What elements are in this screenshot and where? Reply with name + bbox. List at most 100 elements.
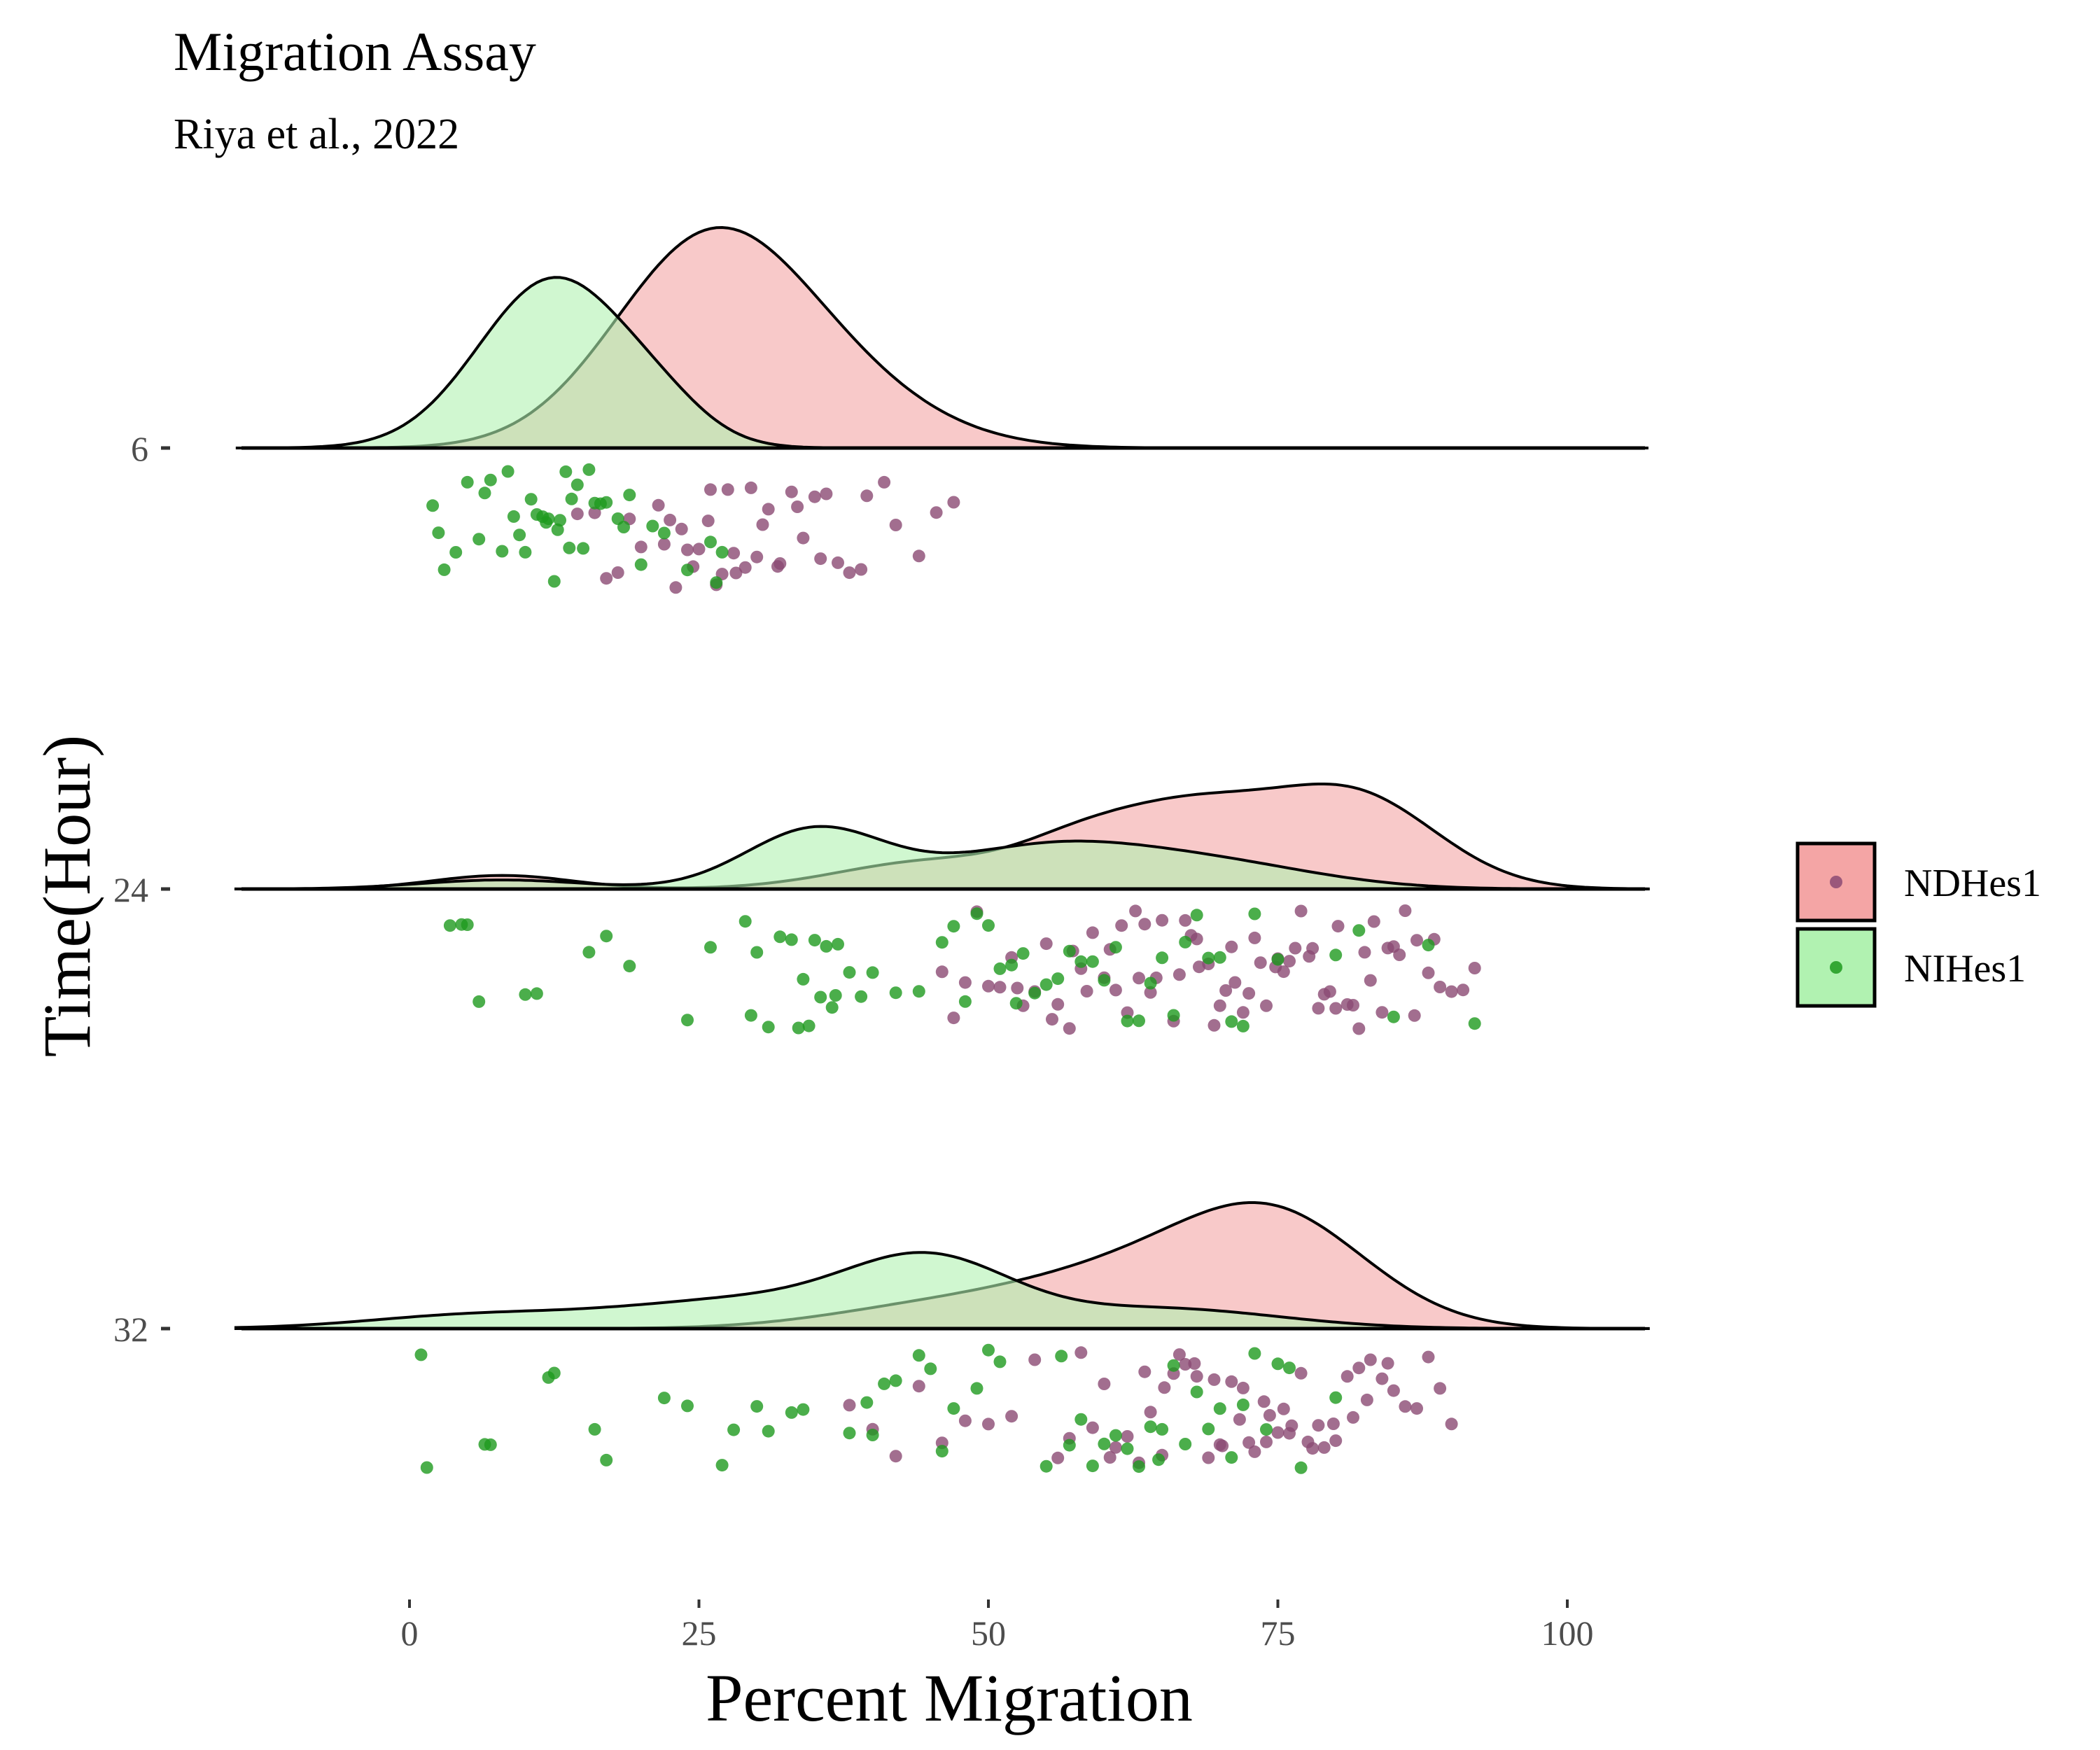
point-NIHes1-6 bbox=[496, 545, 509, 558]
point-NIHes1-32 bbox=[1074, 1413, 1088, 1426]
point-NIHes1-24 bbox=[1133, 1014, 1145, 1028]
point-NIHes1-24 bbox=[802, 1019, 816, 1032]
point-NIHes1-24 bbox=[1086, 955, 1099, 968]
point-NDHes1-6 bbox=[889, 519, 902, 531]
point-NDHes1-24 bbox=[1193, 960, 1205, 974]
point-NIHes1-24 bbox=[843, 966, 856, 979]
point-NDHes1-24 bbox=[1260, 999, 1273, 1012]
point-NDHes1-6 bbox=[738, 561, 752, 574]
point-NIHes1-24 bbox=[829, 989, 842, 1002]
point-NIHes1-32 bbox=[1152, 1453, 1166, 1466]
point-NIHes1-24 bbox=[808, 934, 821, 947]
point-NDHes1-24 bbox=[1434, 981, 1447, 993]
point-NIHes1-32 bbox=[924, 1362, 937, 1376]
point-NDHes1-24 bbox=[1109, 983, 1122, 997]
x-axis-label: Percent Migration bbox=[706, 1660, 1193, 1735]
point-NIHes1-24 bbox=[1387, 1010, 1400, 1023]
point-NDHes1-32 bbox=[1086, 1421, 1099, 1434]
point-NIHes1-6 bbox=[484, 473, 497, 486]
point-NDHes1-24 bbox=[1445, 985, 1458, 998]
point-NIHes1-24 bbox=[1213, 951, 1226, 964]
point-NIHes1-24 bbox=[582, 946, 596, 959]
point-NIHes1-24 bbox=[797, 972, 810, 986]
point-NDHes1-32 bbox=[1233, 1413, 1246, 1426]
point-NDHes1-6 bbox=[701, 514, 715, 528]
point-NDHes1-32 bbox=[1242, 1436, 1256, 1449]
point-NDHes1-24 bbox=[1358, 946, 1371, 959]
point-NIHes1-24 bbox=[820, 939, 833, 953]
point-NDHes1-32 bbox=[1285, 1419, 1298, 1432]
point-NDHes1-32 bbox=[1109, 1441, 1122, 1454]
point-NDHes1-6 bbox=[750, 550, 764, 564]
point-NIHes1-6 bbox=[582, 463, 596, 476]
point-NDHes1-6 bbox=[930, 506, 943, 519]
point-NIHes1-24 bbox=[1098, 974, 1111, 987]
point-NDHes1-24 bbox=[1086, 926, 1099, 939]
point-NIHes1-6 bbox=[681, 564, 694, 577]
point-NDHes1-24 bbox=[958, 976, 972, 989]
point-NIHes1-24 bbox=[1109, 941, 1122, 954]
point-NIHes1-32 bbox=[1225, 1451, 1238, 1464]
point-NIHes1-6 bbox=[472, 533, 486, 546]
point-NDHes1-6 bbox=[652, 498, 665, 512]
point-NDHes1-32 bbox=[1202, 1451, 1215, 1464]
point-NDHes1-6 bbox=[657, 538, 671, 551]
point-NIHes1-32 bbox=[797, 1403, 810, 1416]
point-NIHes1-32 bbox=[785, 1406, 798, 1419]
point-NIHes1-32 bbox=[715, 1459, 729, 1472]
point-NIHes1-6 bbox=[501, 465, 514, 478]
point-NDHes1-6 bbox=[669, 581, 682, 594]
point-NIHes1-24 bbox=[461, 918, 474, 931]
point-NIHes1-32 bbox=[1283, 1362, 1296, 1375]
point-NIHes1-24 bbox=[1179, 935, 1192, 948]
point-NIHes1-6 bbox=[563, 541, 576, 554]
point-NIHes1-32 bbox=[1260, 1423, 1273, 1436]
point-NIHes1-24 bbox=[1225, 1015, 1238, 1028]
point-NDHes1-24 bbox=[1323, 985, 1336, 998]
point-NIHes1-24 bbox=[832, 937, 844, 951]
point-NIHes1-32 bbox=[750, 1400, 764, 1413]
point-NDHes1-24 bbox=[1408, 1009, 1421, 1022]
point-NDHes1-24 bbox=[1254, 956, 1267, 969]
point-NDHes1-24 bbox=[1376, 1006, 1389, 1019]
point-NDHes1-32 bbox=[1248, 1445, 1261, 1458]
point-NDHes1-24 bbox=[1046, 1013, 1058, 1026]
point-NDHes1-32 bbox=[1422, 1350, 1435, 1364]
point-NIHes1-32 bbox=[1098, 1437, 1111, 1450]
point-NIHes1-24 bbox=[530, 987, 543, 1000]
point-NIHes1-24 bbox=[855, 990, 868, 1003]
point-NIHes1-24 bbox=[1040, 978, 1053, 991]
point-NIHes1-24 bbox=[785, 933, 798, 946]
point-NIHes1-24 bbox=[947, 920, 960, 933]
point-NIHes1-24 bbox=[623, 960, 636, 973]
point-NIHes1-6 bbox=[551, 523, 564, 536]
point-NIHes1-32 bbox=[1294, 1461, 1308, 1474]
legend-point-NIHes1 bbox=[1830, 961, 1842, 974]
y-tick-label: 32 bbox=[113, 1310, 148, 1349]
x-tick-label: 50 bbox=[971, 1614, 1006, 1653]
point-NDHes1-32 bbox=[1028, 1353, 1042, 1366]
point-NDHes1-24 bbox=[1051, 997, 1065, 1011]
point-NIHes1-24 bbox=[825, 1001, 839, 1014]
point-NIHes1-24 bbox=[1422, 939, 1435, 952]
point-NDHes1-24 bbox=[1040, 937, 1053, 951]
point-NDHes1-32 bbox=[1190, 1370, 1203, 1383]
point-NDHes1-24 bbox=[1468, 962, 1481, 974]
point-NIHes1-24 bbox=[1352, 924, 1366, 937]
point-NDHes1-24 bbox=[1115, 919, 1128, 932]
point-NIHes1-24 bbox=[472, 995, 486, 1008]
point-NIHes1-32 bbox=[982, 1343, 995, 1357]
point-NDHes1-24 bbox=[1248, 931, 1261, 944]
point-NIHes1-32 bbox=[843, 1427, 856, 1440]
point-NDHes1-6 bbox=[791, 500, 804, 513]
point-NDHes1-6 bbox=[664, 513, 677, 526]
point-NIHes1-24 bbox=[792, 1021, 805, 1035]
point-NDHes1-6 bbox=[570, 507, 584, 521]
point-NIHes1-24 bbox=[1202, 951, 1215, 965]
point-NIHes1-24 bbox=[1028, 986, 1042, 1000]
point-NIHes1-6 bbox=[594, 497, 607, 510]
point-NDHes1-32 bbox=[1376, 1372, 1389, 1385]
point-NDHes1-24 bbox=[1329, 1002, 1343, 1015]
point-NIHes1-24 bbox=[1009, 997, 1023, 1010]
point-NIHes1-32 bbox=[1133, 1460, 1145, 1474]
